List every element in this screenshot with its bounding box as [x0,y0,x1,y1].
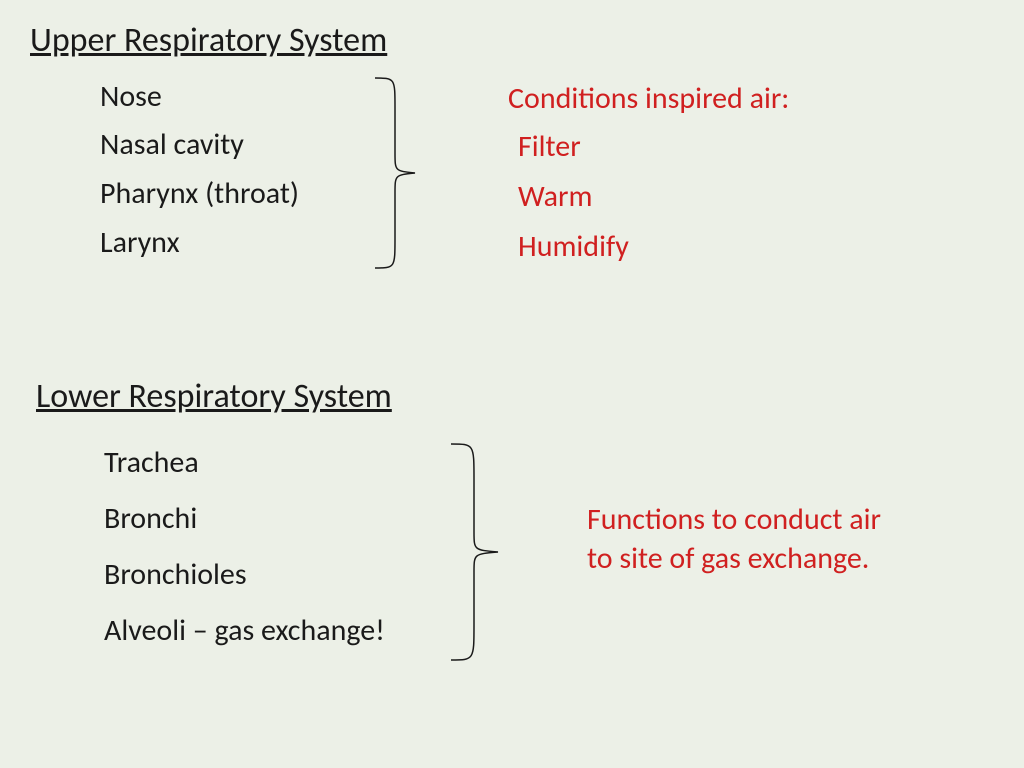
upper-note-0: Filter [518,128,581,165]
lower-item-3: Alveoli – gas exchange! [104,612,385,649]
upper-note-title: Conditions inspired air: [508,80,789,117]
lower-note: Functions to conduct air to site of gas … [587,500,881,578]
upper-note-1: Warm [518,178,592,215]
upper-item-1: Nasal cavity [100,126,244,163]
upper-item-0: Nose [100,78,162,115]
upper-title: Upper Respiratory System [30,20,387,61]
lower-note-line-0: Functions to conduct air [587,501,881,538]
lower-note-line-1: to site of gas exchange. [587,540,869,577]
upper-brace [370,78,430,268]
lower-item-2: Bronchioles [104,556,247,593]
upper-item-2: Pharynx (throat) [100,175,299,212]
lower-brace [446,444,516,660]
lower-title: Lower Respiratory System [36,376,392,417]
upper-item-3: Larynx [100,224,180,261]
lower-item-1: Bronchi [104,500,197,537]
upper-note-2: Humidify [518,228,629,265]
lower-item-0: Trachea [104,444,199,481]
